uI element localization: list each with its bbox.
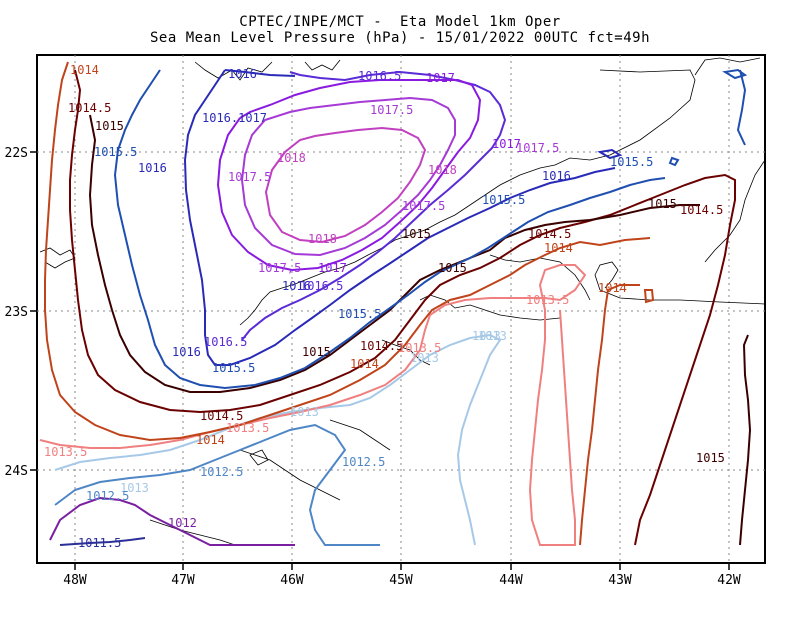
isobar-label: 1016 bbox=[228, 67, 257, 81]
isobar-label: 1013.5 bbox=[226, 421, 269, 435]
gridlines bbox=[37, 55, 765, 563]
isobar-label: 1014.5 bbox=[200, 409, 243, 423]
isobar-label: 1015 bbox=[438, 261, 467, 275]
isobar-label: 1015.5 bbox=[610, 155, 653, 169]
isobar-label: 1013.5 bbox=[526, 293, 569, 307]
isobars bbox=[39, 61, 752, 546]
map-features bbox=[597, 68, 748, 304]
isobar-label: 1014 bbox=[196, 433, 225, 447]
isobar-1012-5 bbox=[54, 423, 380, 546]
isobar-label: 1012 bbox=[168, 516, 197, 530]
isobar-1014 bbox=[44, 61, 651, 442]
isobar-label: 1014.5 bbox=[360, 339, 403, 353]
isobar-label: 1014.5 bbox=[68, 101, 111, 115]
isobar-label: 1016 bbox=[138, 161, 167, 175]
isobar-1015 bbox=[88, 114, 700, 393]
isobar-label: 1015 bbox=[302, 345, 331, 359]
isobar-label: 1013 bbox=[290, 405, 319, 419]
isobar-1015-east bbox=[739, 334, 752, 546]
x-tick-label: 42W bbox=[717, 573, 741, 588]
isobar-label: 1015 bbox=[402, 227, 431, 241]
isobar-1013-5 bbox=[39, 264, 587, 546]
isobar-1014-east bbox=[579, 284, 640, 546]
isobar-label: 1014.5 bbox=[680, 203, 723, 217]
x-tick-label: 46W bbox=[280, 573, 304, 588]
isobar-label: 1013 bbox=[120, 481, 149, 495]
isobar-label: 1014 bbox=[70, 63, 99, 77]
y-tick-label: 24S bbox=[5, 464, 28, 479]
isobar-1016-north bbox=[224, 69, 296, 77]
isobar-label: 1015.5 bbox=[482, 193, 525, 207]
x-tick-label: 45W bbox=[389, 573, 413, 588]
isobar-label: 1012.5 bbox=[86, 489, 129, 503]
x-tick-label: 47W bbox=[171, 573, 195, 588]
isobar-1016-5 bbox=[241, 70, 507, 341]
isobar-label: 1015.5 bbox=[94, 145, 137, 159]
map-title: CPTEC/INPE/MCT - Eta Model 1km Oper bbox=[239, 14, 561, 30]
isobar-label: 1017.5 bbox=[402, 199, 445, 213]
isobar-label: 1016 bbox=[282, 279, 311, 293]
isobar-label: 1017 bbox=[426, 71, 455, 85]
isobar-label: 1017.5 bbox=[370, 103, 413, 117]
coastline bbox=[39, 57, 765, 546]
isobar-label: 1014 bbox=[544, 241, 573, 255]
isobar-label: 1013 bbox=[478, 329, 507, 343]
isobar-1011-5 bbox=[59, 537, 146, 546]
isobar-label: 1015 bbox=[95, 119, 124, 133]
isobar-label: 1018 bbox=[277, 151, 306, 165]
isobar-1016 bbox=[183, 69, 616, 366]
x-tick-label: 48W bbox=[63, 573, 87, 588]
isobar-label: 1018 bbox=[428, 163, 457, 177]
isobar-1015-5-east bbox=[736, 69, 747, 146]
isobar-label: 1016 bbox=[172, 345, 201, 359]
isobar-label: 1016.5 bbox=[358, 69, 401, 83]
axis-ticks bbox=[30, 151, 730, 570]
isobar-1014-5 bbox=[69, 69, 736, 546]
isobar-label: 1015.5 bbox=[338, 307, 381, 321]
isobar-labels: 1014 1014.5 1015 1015.5 1016 1016.1017 1… bbox=[44, 63, 725, 550]
isobar-label: 1012.5 bbox=[200, 465, 243, 479]
isobar-label: 1018 bbox=[308, 232, 337, 246]
isobar-label: 1017.5 bbox=[228, 170, 271, 184]
isobar-label: 1012.5 bbox=[342, 455, 385, 469]
isobar-label: 1016 bbox=[542, 169, 571, 183]
y-tick-label: 22S bbox=[5, 146, 28, 161]
isobar-label: 1016.5 bbox=[204, 335, 247, 349]
isobar-1017-ring bbox=[239, 79, 440, 119]
x-tick-label: 43W bbox=[608, 573, 632, 588]
isobar-label: 1017 bbox=[318, 261, 347, 275]
isobar-label: 1017.5 bbox=[516, 141, 559, 155]
y-tick-label: 23S bbox=[5, 305, 28, 320]
isobar-label: 1017 bbox=[492, 137, 521, 151]
isobar-1015-5 bbox=[113, 69, 666, 390]
isobar-label: 1013 bbox=[410, 351, 439, 365]
isobar-1017 bbox=[216, 79, 482, 272]
isobar-label: 1016.1017 bbox=[202, 111, 267, 125]
x-axis-labels: 48W 47W 46W 45W 44W 43W 42W bbox=[63, 573, 741, 588]
map-subtitle: Sea Mean Level Pressure (hPa) - 15/01/20… bbox=[149, 30, 650, 46]
isobar-label: 1013 bbox=[472, 329, 501, 343]
isobar-1013 bbox=[54, 333, 502, 546]
isobar-label: 1015 bbox=[696, 451, 725, 465]
isobar-label: 1014.5 bbox=[528, 227, 571, 241]
isobar-label: 1014 bbox=[350, 357, 379, 371]
isobar-label: 1015 bbox=[648, 197, 677, 211]
y-axis-labels: 22S 23S 24S bbox=[5, 146, 28, 479]
isobar-label: 1013.5 bbox=[44, 445, 87, 459]
isobar-1017-5 bbox=[240, 96, 456, 257]
isobar-1018 bbox=[264, 126, 427, 244]
isobar-label: 1017,5 bbox=[258, 261, 301, 275]
isobar-label: 1016.5 bbox=[300, 279, 343, 293]
isobar-label: 1013.5 bbox=[398, 341, 441, 355]
isobar-1012 bbox=[49, 496, 295, 546]
x-tick-label: 44W bbox=[499, 573, 523, 588]
isobar-label: 1015.5 bbox=[212, 361, 255, 375]
isobar-label: 1014 bbox=[598, 281, 627, 295]
isobar-label: 1011.5 bbox=[78, 536, 121, 550]
